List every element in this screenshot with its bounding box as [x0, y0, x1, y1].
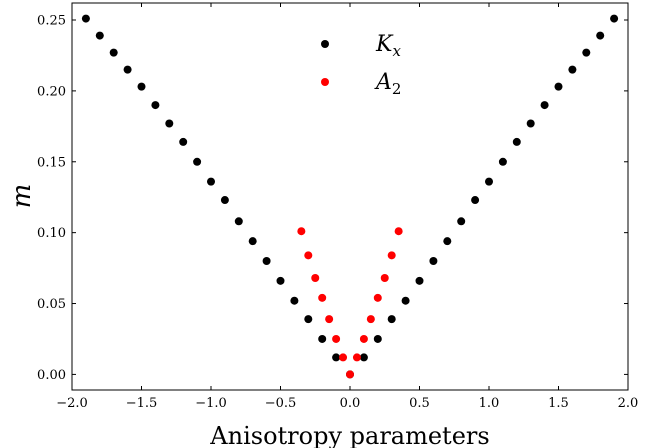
- data-point: [304, 251, 313, 260]
- data-point: [123, 65, 132, 74]
- data-point: [359, 353, 368, 362]
- data-points: [81, 14, 619, 379]
- data-point: [95, 31, 104, 40]
- data-point: [582, 48, 591, 57]
- data-point: [318, 334, 327, 343]
- plot-area-frame: [71, 2, 629, 391]
- data-point: [568, 65, 577, 74]
- data-point: [304, 315, 313, 324]
- data-point: [318, 293, 327, 302]
- data-point: [471, 196, 480, 205]
- legend-marker-kx: [321, 40, 329, 48]
- legend: Kx A2: [321, 32, 401, 98]
- data-point: [596, 31, 605, 40]
- series-kx: [81, 14, 619, 379]
- series-a2: [297, 227, 403, 379]
- data-point: [387, 315, 396, 324]
- y-tick-label: 0.10: [37, 226, 66, 241]
- data-point: [443, 237, 452, 246]
- data-point: [290, 296, 299, 305]
- data-point: [387, 251, 396, 260]
- data-point: [339, 353, 348, 362]
- legend-marker-a2: [321, 78, 329, 86]
- data-point: [165, 119, 174, 128]
- y-axis-ticks: 0.00 0.05 0.10 0.15 0.20 0.25: [37, 14, 628, 383]
- data-point: [325, 315, 334, 324]
- data-point: [485, 177, 493, 186]
- x-tick-label: −0.5: [265, 396, 297, 411]
- data-point: [554, 82, 563, 91]
- data-point: [394, 227, 403, 236]
- data-point: [81, 14, 90, 23]
- data-point: [332, 334, 341, 343]
- data-point: [352, 353, 361, 362]
- x-axis-ticks: −2.0 −1.5 −1.0 −0.5 0.0 0.5 1.0 1.5 2.0: [56, 3, 638, 411]
- data-point: [512, 137, 521, 146]
- data-point: [297, 227, 306, 236]
- data-point: [401, 296, 410, 305]
- x-tick-label: −1.5: [126, 396, 158, 411]
- data-point: [179, 137, 188, 146]
- y-tick-label: 0.15: [37, 155, 66, 170]
- data-point: [415, 276, 424, 285]
- y-tick-label: 0.20: [37, 84, 66, 99]
- x-tick-label: 2.0: [618, 396, 639, 411]
- data-point: [234, 217, 243, 226]
- data-point: [276, 276, 285, 285]
- legend-label-a2: A2: [374, 70, 401, 98]
- x-axis-label: Anisotropy parameters: [209, 422, 489, 448]
- data-point: [373, 293, 382, 302]
- data-point: [346, 370, 354, 379]
- x-tick-label: −1.0: [195, 396, 227, 411]
- data-point: [193, 157, 202, 166]
- data-point: [457, 217, 466, 226]
- data-point: [248, 237, 257, 246]
- data-point: [540, 101, 549, 110]
- data-point: [220, 196, 229, 205]
- data-point: [610, 14, 619, 23]
- data-point: [311, 274, 320, 283]
- data-point: [332, 353, 341, 362]
- y-tick-label: 0.00: [37, 368, 66, 383]
- data-point: [109, 48, 118, 57]
- data-point: [262, 257, 271, 265]
- data-point: [137, 82, 146, 91]
- data-point: [359, 334, 368, 343]
- x-tick-label: −2.0: [56, 396, 88, 411]
- y-tick-label: 0.05: [37, 297, 66, 312]
- x-tick-label: 0.0: [340, 396, 361, 411]
- data-point: [207, 177, 215, 186]
- data-point: [526, 119, 535, 128]
- x-tick-label: 1.0: [479, 396, 500, 411]
- x-tick-label: 1.5: [548, 396, 569, 411]
- data-point: [366, 315, 375, 324]
- legend-label-kx: Kx: [375, 32, 401, 60]
- data-point: [373, 334, 382, 343]
- y-tick-label: 0.25: [37, 14, 66, 29]
- data-point: [380, 274, 389, 283]
- data-point: [151, 101, 160, 110]
- data-point: [498, 157, 507, 166]
- y-axis-label: m: [7, 184, 37, 209]
- x-tick-label: 0.5: [409, 396, 430, 411]
- data-point: [429, 257, 438, 265]
